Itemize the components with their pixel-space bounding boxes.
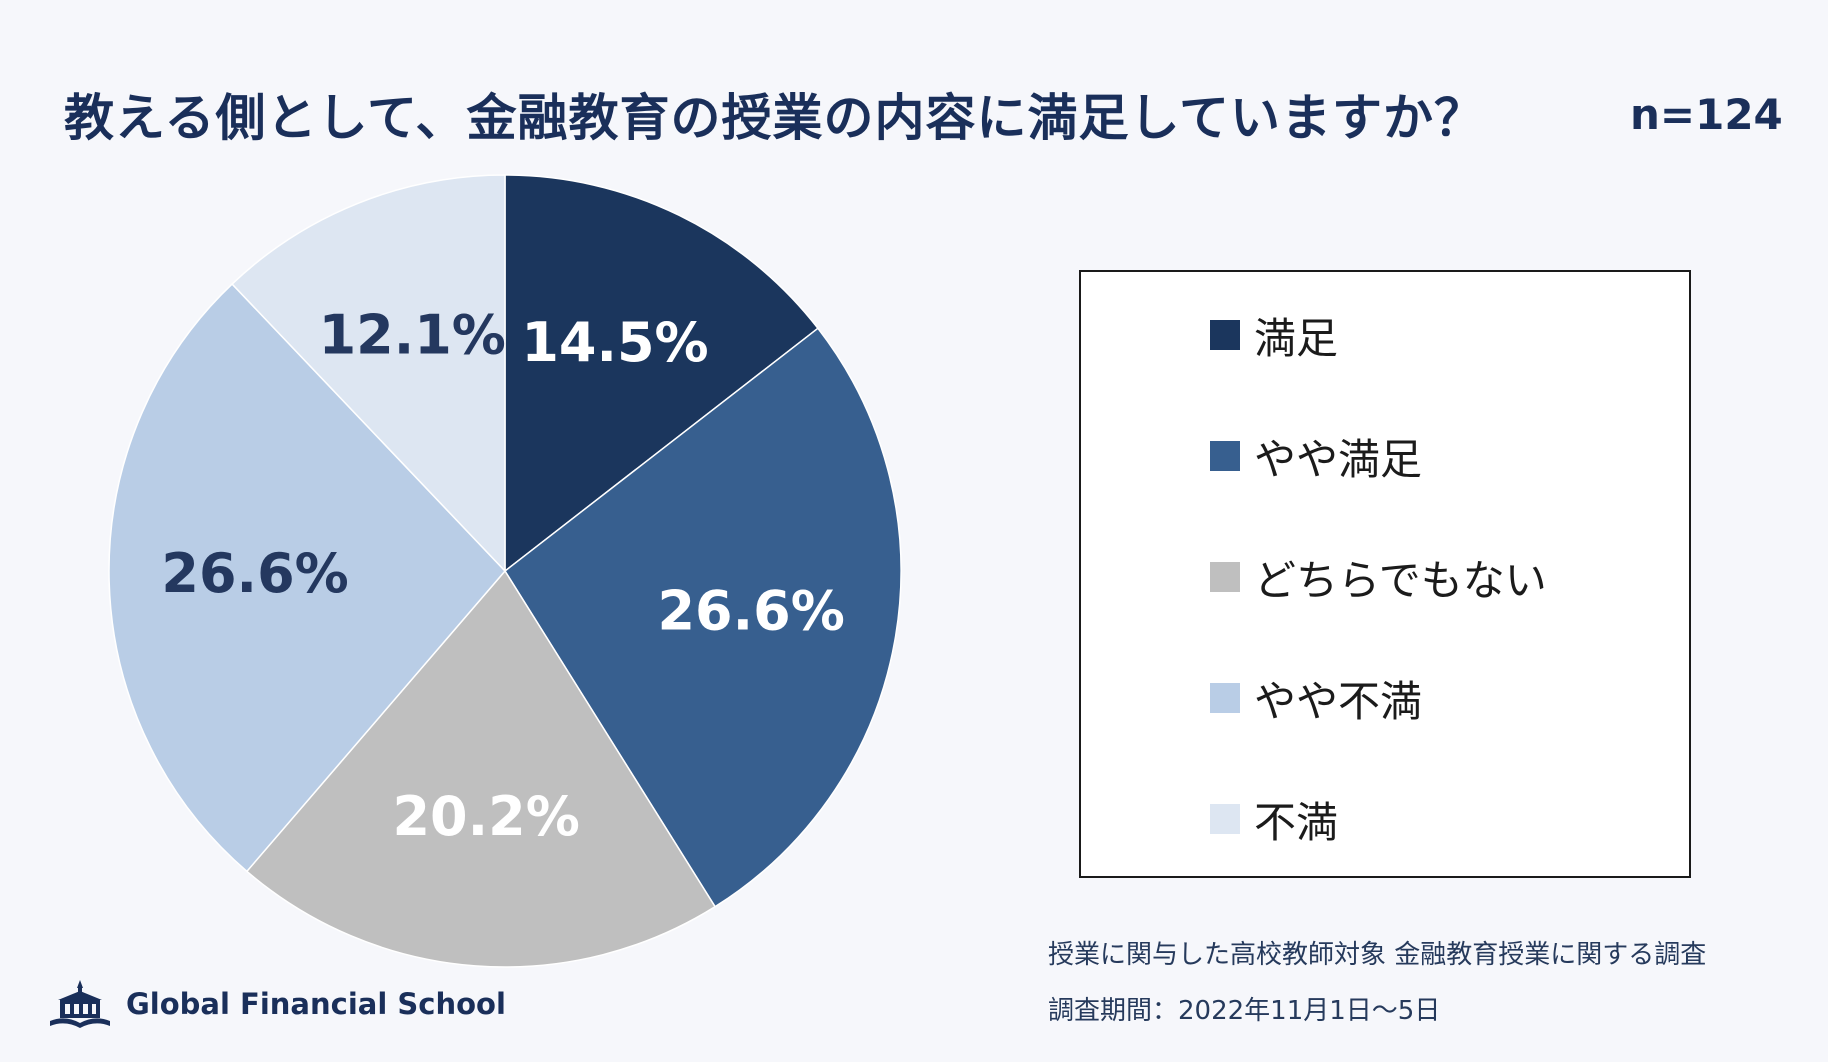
legend-swatch-dissatisfied: [1210, 804, 1240, 834]
school-building-icon: [50, 980, 110, 1028]
slice-somewhat-satisfied: [504, 327, 902, 908]
legend-label-somewhat-dissatisfied: やや不満: [1254, 676, 1423, 726]
data-label-somewhat-satisfied: 26.6%: [657, 579, 844, 642]
slice-neutral: [245, 569, 717, 968]
slice-satisfied: [504, 174, 819, 573]
survey-note: 授業に関与した高校教師対象 金融教育授業に関する調査: [1048, 940, 1707, 970]
slice-dissatisfied: [231, 174, 506, 573]
legend-item-satisfied: 満足: [1210, 305, 1338, 365]
slice-somewhat-dissatisfied: [108, 282, 507, 873]
legend-item-neutral: どちらでもない: [1210, 547, 1547, 607]
legend: 満足 やや満足 どちらでもない やや不満 不満: [1079, 270, 1691, 878]
legend-swatch-somewhat-dissatisfied: [1210, 683, 1240, 713]
logo-text: Global Financial School: [126, 987, 506, 1021]
data-label-neutral: 20.2%: [392, 785, 579, 848]
survey-period: 調査期間：2022年11月1日〜5日: [1048, 996, 1441, 1026]
sample-size: n=124: [1630, 90, 1783, 139]
data-label-satisfied: 14.5%: [521, 311, 708, 374]
legend-swatch-satisfied: [1210, 320, 1240, 350]
legend-swatch-neutral: [1210, 562, 1240, 592]
legend-item-dissatisfied: 不満: [1210, 789, 1338, 849]
legend-item-somewhat-dissatisfied: やや不満: [1210, 668, 1422, 728]
chart-title: 教える側として、金融教育の授業の内容に満足していますか？: [64, 89, 1485, 147]
legend-label-somewhat-satisfied: やや満足: [1254, 434, 1423, 484]
legend-swatch-somewhat-satisfied: [1210, 441, 1240, 471]
data-label-dissatisfied: 12.1%: [319, 303, 506, 366]
brand-logo: Global Financial School: [48, 978, 506, 1030]
data-label-somewhat-dissatisfied: 26.6%: [161, 542, 348, 605]
legend-label-neutral: どちらでもない: [1254, 555, 1547, 605]
legend-label-satisfied: 満足: [1254, 313, 1339, 363]
legend-label-dissatisfied: 不満: [1254, 797, 1339, 847]
legend-item-somewhat-satisfied: やや満足: [1210, 426, 1422, 486]
